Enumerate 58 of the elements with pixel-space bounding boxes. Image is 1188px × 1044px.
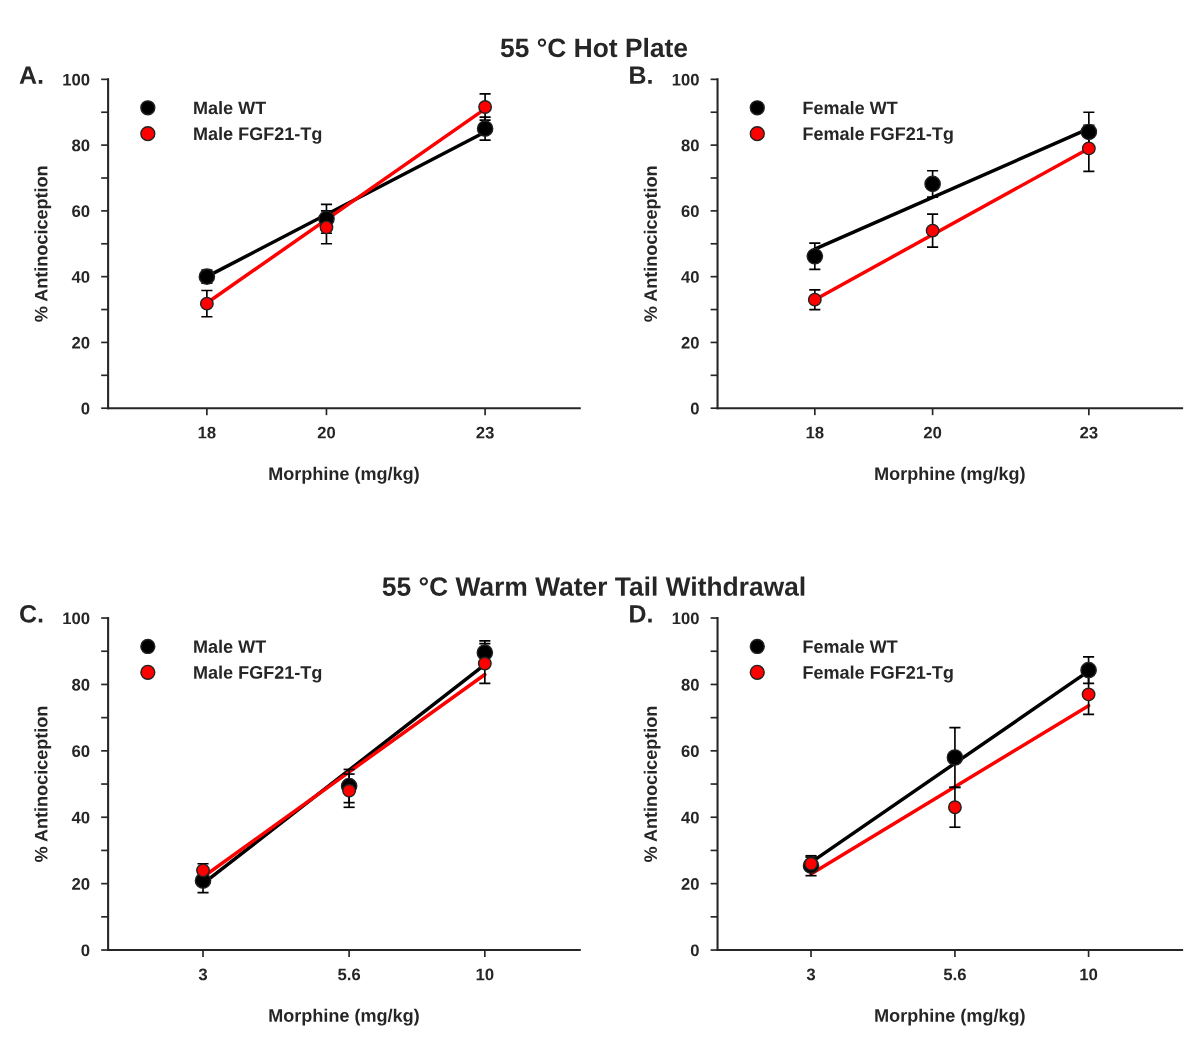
x-tick-label: 20 <box>317 426 336 439</box>
y-tick-label: 40 <box>71 811 90 824</box>
y-tick-label: 80 <box>681 139 699 152</box>
y-tick-label: 80 <box>681 678 699 691</box>
text: D. <box>630 605 652 623</box>
y-tick-label: 40 <box>681 271 699 283</box>
y-tick-label: 0 <box>690 944 699 957</box>
y-axis-title: % Antinociception <box>34 166 52 322</box>
legend-label: Male FGF21-Tg <box>194 126 322 144</box>
y-tick-label: 60 <box>72 205 90 218</box>
y-tick-label: 20 <box>72 878 90 890</box>
x-axis-title: Morphine (mg/kg) <box>269 466 419 484</box>
legend-label: Male WT <box>194 101 266 115</box>
y-tick-label: 100 <box>63 73 90 86</box>
y-tick-label: 0 <box>81 944 90 957</box>
x-axis-title: Morphine (mg/kg) <box>875 466 1025 484</box>
legend-label: Female WT <box>803 101 898 115</box>
text: C. <box>20 604 43 623</box>
legend-label: Female FGF21-Tg <box>803 126 953 144</box>
text: B. <box>630 66 652 84</box>
y-axis-title: % Antinociception <box>643 706 661 862</box>
y-tick-label: 0 <box>81 402 90 415</box>
legend-label: Female WT <box>803 639 898 653</box>
y-tick-label: 20 <box>72 336 90 349</box>
x-tick-label: 10 <box>1080 968 1098 981</box>
legend-label: Male FGF21-Tg <box>194 665 322 683</box>
x-axis-title: Morphine (mg/kg) <box>269 1008 419 1026</box>
y-tick-label: 40 <box>71 271 90 283</box>
x-tick-label: 18 <box>198 426 216 439</box>
x-tick-label: 3 <box>806 968 816 981</box>
x-tick-label: 10 <box>476 968 494 981</box>
y-tick-label: 80 <box>72 678 90 691</box>
x-tick-label: 5.6 <box>943 968 966 981</box>
y-tick-label: 40 <box>681 811 699 824</box>
x-tick-label: 5.6 <box>338 968 361 981</box>
y-tick-label: 100 <box>672 73 699 86</box>
y-tick-label: 100 <box>63 612 90 625</box>
y-tick-label: 100 <box>672 612 699 625</box>
x-axis-title: Morphine (mg/kg) <box>875 1008 1025 1026</box>
x-tick-label: 23 <box>1080 426 1098 439</box>
y-axis-title: % Antinociception <box>643 166 661 322</box>
y-tick-label: 20 <box>681 336 699 349</box>
y-tick-label: 60 <box>72 745 90 758</box>
y-tick-label: 80 <box>72 139 90 152</box>
x-tick-label: 20 <box>923 426 942 439</box>
y-tick-label: 60 <box>681 205 699 218</box>
y-axis-title: % Antinociception <box>34 706 52 862</box>
y-tick-label: 0 <box>690 402 699 415</box>
chart-title: 55 °C Warm Water Tail Withdrawal <box>382 576 805 596</box>
legend-label: Male WT <box>194 639 266 653</box>
x-tick-label: 3 <box>198 968 208 981</box>
y-tick-label: 20 <box>681 878 699 890</box>
text: A. <box>19 66 43 84</box>
x-tick-label: 23 <box>476 426 494 439</box>
x-tick-label: 18 <box>806 426 824 439</box>
legend-label: Female FGF21-Tg <box>803 665 953 683</box>
y-tick-label: 60 <box>681 745 699 758</box>
chart-title: 55 °C Hot Plate <box>500 37 688 58</box>
